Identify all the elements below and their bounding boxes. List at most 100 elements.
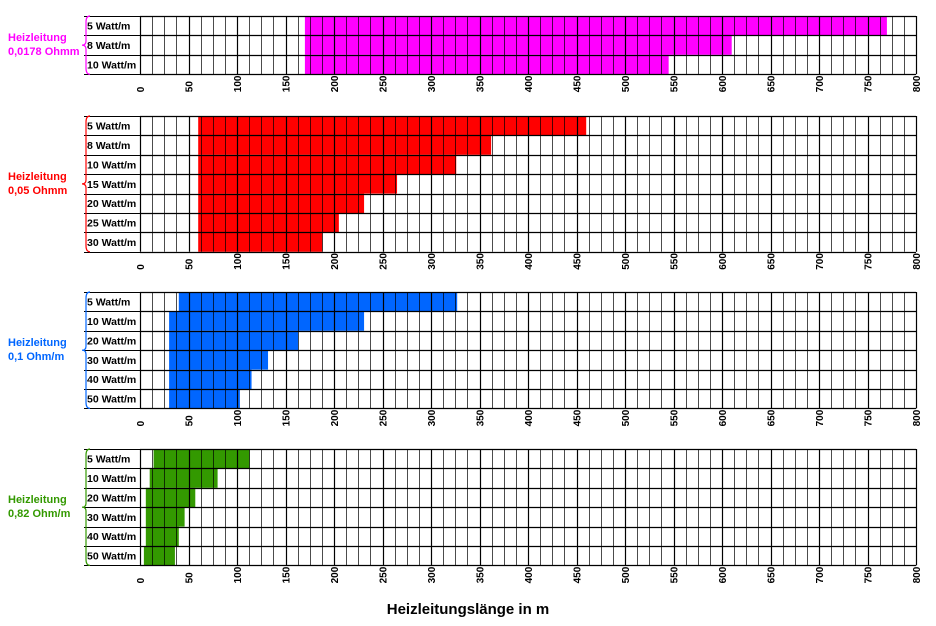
tick-label: 50 <box>185 81 196 93</box>
row-label: 5 Watt/m <box>87 454 130 466</box>
group-label: 0,82 Ohm/m <box>8 508 71 520</box>
x-axis-label: Heizleitungslänge in m <box>386 601 550 618</box>
tick-label: 650 <box>767 566 778 583</box>
tick-label: 50 <box>185 258 196 270</box>
tick-label: 450 <box>573 253 584 270</box>
row-label: 10 Watt/m <box>87 473 136 485</box>
bar-1 <box>198 116 587 136</box>
row-label: 30 Watt/m <box>87 355 136 367</box>
row-label: 50 Watt/m <box>87 394 136 406</box>
group-label: Heizleitung <box>8 32 67 44</box>
tick-label: 150 <box>282 253 293 270</box>
tick-label: 300 <box>427 75 438 92</box>
panel-3: 5 Watt/m 10 Watt/m 20 Watt/m 30 Watt/m 40 Wa… <box>8 291 923 427</box>
row-label: 20 Watt/m <box>87 492 136 504</box>
row-label: 10 Watt/m <box>87 316 136 328</box>
group-brace <box>81 448 91 566</box>
tick-label: 400 <box>524 409 535 426</box>
tick-label: 300 <box>427 253 438 270</box>
bar-1 <box>178 292 458 312</box>
bar-2 <box>304 35 732 55</box>
tick-label: 200 <box>330 409 341 426</box>
tick-label: 0 <box>136 420 147 426</box>
tick-label: 500 <box>621 409 632 426</box>
bar-3 <box>169 330 299 351</box>
tick-label: 500 <box>621 75 632 92</box>
tick-label: 450 <box>573 409 584 426</box>
tick-label: 550 <box>670 253 681 270</box>
bar-4 <box>169 350 269 370</box>
bar-1 <box>304 16 887 36</box>
tick-label: 300 <box>427 566 438 583</box>
bar-5 <box>198 193 365 213</box>
bar-6 <box>169 389 240 409</box>
tick-label: 450 <box>573 566 584 583</box>
tick-label: 150 <box>282 409 293 426</box>
tick-label: 550 <box>670 75 681 92</box>
tick-label: 550 <box>670 566 681 583</box>
row-label: 20 Watt/m <box>87 198 136 210</box>
group-label: 0,05 Ohmm <box>8 185 68 197</box>
tick-label: 800 <box>912 75 923 92</box>
panel-2: 5 Watt/m 8 Watt/m 10 Watt/m 15 Watt/m 20 Wat… <box>8 115 923 270</box>
tick-label: 600 <box>718 253 729 270</box>
bar-7 <box>198 232 323 252</box>
tick-label: 100 <box>233 75 244 92</box>
bar-4 <box>198 174 398 194</box>
row-label: 8 Watt/m <box>87 40 130 52</box>
bar-6 <box>198 213 339 233</box>
row-label: 25 Watt/m <box>87 218 136 230</box>
group-label: Heizleitung <box>8 494 67 506</box>
tick-label: 450 <box>573 75 584 92</box>
group-label: Heizleitung <box>8 337 67 349</box>
tick-label: 400 <box>524 75 535 92</box>
tick-label: 200 <box>330 253 341 270</box>
bar-5 <box>145 526 179 546</box>
tick-label: 350 <box>476 253 487 270</box>
bar-2 <box>149 468 218 488</box>
bar-3 <box>304 54 669 75</box>
group-brace <box>81 15 91 75</box>
row-label: 30 Watt/m <box>87 512 136 524</box>
row-label: 40 Watt/m <box>87 374 136 386</box>
tick-label: 400 <box>524 253 535 270</box>
tick-label: 750 <box>864 253 875 270</box>
tick-label: 100 <box>233 409 244 426</box>
tick-label: 200 <box>330 75 341 92</box>
tick-label: 750 <box>864 566 875 583</box>
tick-label: 200 <box>330 566 341 583</box>
row-label: 50 Watt/m <box>87 551 136 563</box>
group-label: 0,0178 Ohmm <box>8 46 80 58</box>
tick-label: 650 <box>767 253 778 270</box>
row-label: 5 Watt/m <box>87 21 130 33</box>
tick-label: 800 <box>912 409 923 426</box>
tick-label: 350 <box>476 409 487 426</box>
group-label: Heizleitung <box>8 171 67 183</box>
tick-label: 750 <box>864 409 875 426</box>
panel-1: 5 Watt/m 8 Watt/m 10 Watt/m Heizleitung 0,01… <box>8 15 923 93</box>
tick-label: 250 <box>379 75 390 92</box>
row-label: 15 Watt/m <box>87 179 136 191</box>
bar-4 <box>145 507 185 527</box>
tick-label: 700 <box>815 253 826 270</box>
tick-label: 350 <box>476 75 487 92</box>
row-label: 30 Watt/m <box>87 237 136 249</box>
tick-label: 600 <box>718 566 729 583</box>
group-brace <box>81 115 91 253</box>
tick-label: 800 <box>912 566 923 583</box>
tick-label: 650 <box>767 409 778 426</box>
tick-label: 100 <box>233 253 244 270</box>
group-brace <box>81 291 91 409</box>
bar-2 <box>169 311 365 331</box>
bar-2 <box>198 135 492 155</box>
tick-label: 300 <box>427 409 438 426</box>
tick-label: 800 <box>912 253 923 270</box>
tick-label: 500 <box>621 566 632 583</box>
tick-label: 700 <box>815 75 826 92</box>
row-label: 20 Watt/m <box>87 335 136 347</box>
tick-label: 500 <box>621 253 632 270</box>
tick-label: 350 <box>476 566 487 583</box>
tick-label: 50 <box>185 415 196 427</box>
row-label: 10 Watt/m <box>87 159 136 171</box>
tick-label: 550 <box>670 409 681 426</box>
